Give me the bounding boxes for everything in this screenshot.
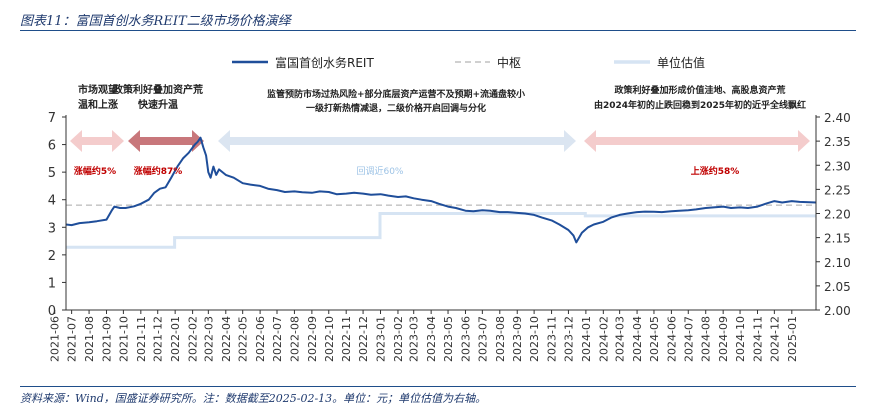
- x-tick-label: 2024-01: [580, 316, 593, 362]
- phase4-title-line1: 政策利好叠加形成价值洼地、高股息资产荒: [614, 84, 785, 96]
- phase1-title-line1: 市场观望: [78, 83, 118, 96]
- x-tick-label: 2025-01: [786, 316, 799, 362]
- y-left-tick-label: 1: [48, 276, 56, 291]
- phase2-title-line2: 快速升温: [137, 98, 178, 111]
- x-tick-label: 2024-06: [665, 316, 678, 362]
- phase3-arrow: [218, 130, 576, 152]
- y-left-tick-label: 6: [48, 139, 56, 154]
- phase2-arrow: [128, 130, 204, 152]
- x-tick-label: 2023-05: [442, 316, 455, 362]
- x-tick-label: 2023-02: [392, 316, 405, 362]
- x-tick-label: 2024-11: [751, 316, 764, 362]
- x-tick-label: 2022-09: [306, 316, 319, 362]
- x-tick-label: 2024-05: [648, 316, 661, 362]
- y-left-tick-label: 2: [48, 249, 56, 264]
- phase4-arrow: [584, 130, 810, 152]
- phase1-title-line2: 温和上涨: [78, 98, 118, 111]
- phase4-title-line2: 由2024年初的止跌回稳到2025年初的近乎全线飘红: [594, 99, 806, 111]
- x-tick-label: 2023-10: [528, 316, 541, 362]
- y-right-tick-label: 2.40: [824, 111, 851, 125]
- phase3-change: 回调近60%: [356, 165, 403, 177]
- x-tick-label: 2024-02: [597, 316, 610, 362]
- x-tick-label: 2022-05: [237, 316, 250, 362]
- phase1-arrow: [70, 130, 124, 152]
- legend-label-valuation: 单位估值: [657, 55, 705, 70]
- x-tick-label: 2022-04: [220, 316, 233, 362]
- x-tick-label: 2021-06: [49, 316, 62, 362]
- y-right-tick-label: 2.15: [824, 232, 851, 246]
- y-left-tick-label: 5: [48, 166, 56, 181]
- phase3-title-line2: 一级打新热情减退，二级价格开启回调与分化: [306, 102, 486, 114]
- legend-label-price: 富国首创水务REIT: [275, 55, 374, 70]
- x-tick-label: 2022-12: [357, 316, 370, 362]
- y-right-tick-label: 2.05: [824, 280, 851, 294]
- y-right-tick-label: 2.20: [824, 208, 851, 222]
- x-tick-label: 2022-11: [340, 316, 353, 362]
- phase2-title-line1: 政策利好叠加资产荒: [113, 83, 203, 96]
- x-tick-label: 2024-08: [700, 316, 713, 362]
- y-left-tick-label: 4: [48, 194, 56, 209]
- x-tick-label: 2023-01: [375, 316, 388, 362]
- phase3-title-line1: 监管预防市场过热风险+部分底层资产运营不及预期+流通盘较小: [267, 88, 525, 100]
- y-left-tick-label: 3: [48, 221, 56, 236]
- phase2-change: 涨幅约87%: [134, 165, 183, 177]
- x-tick-label: 2022-07: [271, 316, 284, 362]
- phase4-change: 上涨约58%: [691, 165, 740, 177]
- x-tick-label: 2021-10: [117, 316, 130, 362]
- x-tick-label: 2024-04: [631, 316, 644, 362]
- x-tick-label: 2024-12: [768, 316, 781, 362]
- x-tick-label: 2022-10: [323, 316, 336, 362]
- series-line-valuation: [66, 212, 816, 249]
- x-tick-label: 2022-01: [169, 316, 182, 362]
- legend-label-center: 中枢: [497, 55, 521, 70]
- x-tick-label: 2022-06: [254, 316, 267, 362]
- x-tick-label: 2021-09: [101, 316, 114, 362]
- x-tick-label: 2021-08: [83, 316, 96, 362]
- x-tick-label: 2022-02: [187, 316, 200, 362]
- x-tick-label: 2023-08: [494, 316, 507, 362]
- x-tick-label: 2021-11: [135, 316, 148, 362]
- series-line-price: [65, 136, 817, 244]
- source-note: 资料来源：Wind，国盛证券研究所。注：数据截至2025-02-13。单位：元；…: [20, 392, 487, 405]
- source-rule: [20, 386, 856, 387]
- x-tick-label: 2024-07: [682, 316, 695, 362]
- x-tick-label: 2023-09: [511, 316, 524, 362]
- x-tick-label: 2023-06: [459, 316, 472, 362]
- x-tick-label: 2023-12: [562, 316, 575, 362]
- y-right-tick-label: 2.25: [824, 183, 851, 197]
- x-tick-label: 2022-08: [288, 316, 301, 362]
- x-tick-label: 2023-03: [408, 316, 421, 362]
- y-left-tick-label: 0: [48, 304, 56, 319]
- y-right-tick-label: 2.30: [824, 159, 851, 173]
- y-left-tick-label: 7: [48, 111, 56, 126]
- x-tick-label: 2022-03: [202, 316, 215, 362]
- x-tick-label: 2023-04: [425, 316, 438, 362]
- y-right-tick-label: 2.35: [824, 135, 851, 149]
- x-tick-label: 2021-12: [152, 316, 165, 362]
- phase1-change: 涨幅约5%: [74, 165, 116, 177]
- x-tick-label: 2021-07: [66, 316, 79, 362]
- y-right-tick-label: 2.10: [824, 256, 851, 270]
- y-right-tick-label: 2.00: [824, 304, 851, 318]
- title-rule: [20, 30, 856, 31]
- x-tick-label: 2024-09: [717, 316, 730, 362]
- x-tick-label: 2023-07: [476, 316, 489, 362]
- x-tick-label: 2024-10: [734, 316, 747, 362]
- x-tick-label: 2024-03: [614, 316, 627, 362]
- figure-title: 图表11：富国首创水务REIT二级市场价格演绎: [20, 14, 291, 29]
- x-tick-label: 2023-11: [546, 316, 559, 362]
